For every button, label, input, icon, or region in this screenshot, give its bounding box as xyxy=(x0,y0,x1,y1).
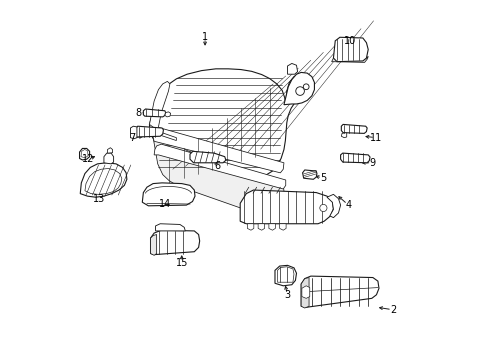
Polygon shape xyxy=(274,265,296,286)
Polygon shape xyxy=(150,230,199,255)
Polygon shape xyxy=(284,72,314,105)
Polygon shape xyxy=(301,286,309,298)
Polygon shape xyxy=(301,278,308,308)
Text: 15: 15 xyxy=(175,258,187,268)
Polygon shape xyxy=(240,190,333,224)
Text: 4: 4 xyxy=(345,200,351,210)
Polygon shape xyxy=(80,163,126,197)
Text: 8: 8 xyxy=(135,108,142,118)
Polygon shape xyxy=(143,109,165,117)
Polygon shape xyxy=(287,63,297,74)
Polygon shape xyxy=(80,148,89,160)
Text: 10: 10 xyxy=(344,36,356,46)
Polygon shape xyxy=(155,224,185,231)
Polygon shape xyxy=(341,133,346,138)
Polygon shape xyxy=(340,153,369,163)
Text: 1: 1 xyxy=(202,32,208,41)
Polygon shape xyxy=(135,126,163,137)
Text: 3: 3 xyxy=(284,291,290,301)
Circle shape xyxy=(295,87,304,95)
Text: 6: 6 xyxy=(214,161,220,171)
Polygon shape xyxy=(142,183,195,206)
Polygon shape xyxy=(301,276,378,307)
Polygon shape xyxy=(153,127,284,173)
Polygon shape xyxy=(161,133,176,140)
Polygon shape xyxy=(104,153,113,164)
Polygon shape xyxy=(279,224,285,230)
Polygon shape xyxy=(247,224,253,230)
Polygon shape xyxy=(107,148,112,153)
Polygon shape xyxy=(268,224,275,230)
Polygon shape xyxy=(164,112,170,117)
Circle shape xyxy=(319,204,326,212)
Polygon shape xyxy=(149,81,169,131)
Polygon shape xyxy=(302,170,316,179)
Polygon shape xyxy=(190,151,225,163)
Text: 12: 12 xyxy=(82,154,95,164)
Polygon shape xyxy=(341,125,366,134)
Polygon shape xyxy=(130,126,137,139)
Text: 7: 7 xyxy=(129,133,136,143)
Text: 5: 5 xyxy=(320,173,326,183)
Polygon shape xyxy=(149,69,312,179)
Text: 13: 13 xyxy=(93,194,105,204)
Text: 9: 9 xyxy=(369,158,375,168)
Polygon shape xyxy=(153,130,286,222)
Polygon shape xyxy=(333,37,367,62)
Text: 11: 11 xyxy=(369,133,382,143)
Polygon shape xyxy=(150,234,156,255)
Polygon shape xyxy=(326,194,340,218)
Polygon shape xyxy=(258,224,264,230)
Circle shape xyxy=(303,84,308,90)
Text: 14: 14 xyxy=(159,199,171,210)
Text: 2: 2 xyxy=(389,305,396,315)
Polygon shape xyxy=(331,56,367,62)
Polygon shape xyxy=(154,144,285,189)
